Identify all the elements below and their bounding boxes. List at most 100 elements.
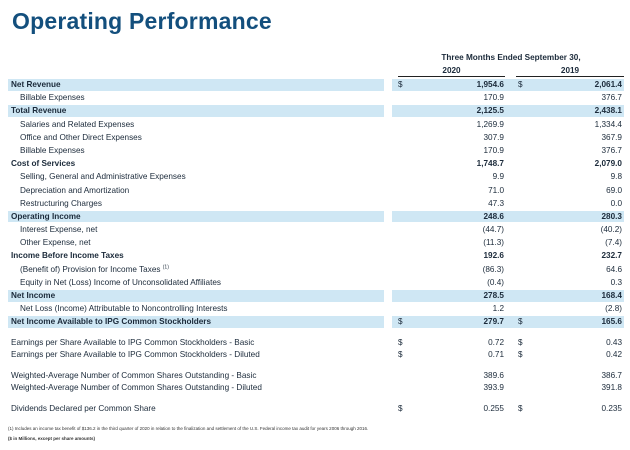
value-2020: 170.9 [483,145,505,155]
row-label: Selling, General and Administrative Expe… [20,172,186,182]
value-2019: (40.2) [600,225,622,235]
row-label: (Benefit of) Provision for Income Taxes … [20,263,169,274]
value-2019: 1,334.4 [594,119,622,129]
table-row: Salaries and Related Expenses 1,269.9 1,… [8,118,624,131]
row-label: Office and Other Direct Expenses [20,132,142,142]
value-2019: 165.6 [601,317,623,327]
value-2020: 192.6 [483,251,505,261]
value-2020: 47.3 [488,198,504,208]
value-2020: (44.7) [482,225,504,235]
row-label: Cost of Services [11,159,76,169]
row-label: Net Revenue [11,80,61,89]
value-2019: 64.6 [606,264,622,274]
value-2019: 0.3 [610,277,622,287]
table-row: Net Revenue $ 1,954.6 $ 2,061.4 [8,78,624,91]
row-label: Depreciation and Amortization [20,185,130,195]
value-2020: 307.9 [483,132,505,142]
table-row: Net Loss (Income) Attributable to Noncon… [8,302,624,315]
currency-symbol: $ [398,337,403,347]
value-2019: 391.8 [601,383,623,393]
table-row: Weighted-Average Number of Common Shares… [8,370,624,383]
table-row: Dividends Declared per Common Share $ 0.… [8,403,624,416]
page-title: Operating Performance [12,8,272,34]
value-2020: 393.9 [483,383,505,393]
row-label: Net Income Available to IPG Common Stock… [11,317,212,327]
value-2020: 0.71 [488,350,504,360]
value-2019: 0.0 [610,198,622,208]
currency-symbol: $ [398,317,403,327]
value-2020: 1.2 [492,304,504,314]
value-2020: (11.3) [483,238,504,248]
value-2020: 2,125.5 [476,106,504,116]
value-2020: 9.9 [492,172,504,182]
value-2019: 280.3 [601,211,623,221]
table-row: Restructuring Charges 47.3 0.0 [8,197,624,210]
row-label: Equity in Net (Loss) Income of Unconsoli… [20,277,222,287]
value-2019: 0.235 [601,403,623,413]
table-row: Earnings per Share Available to IPG Comm… [8,337,624,350]
value-2020: (86.3) [482,264,504,274]
currency-symbol: $ [398,350,403,360]
currency-symbol: $ [398,403,403,413]
table-row: Other Expense, net (11.3) (7.4) [8,236,624,249]
row-label: Dividends Declared per Common Share [11,403,156,413]
value-2019: 2,438.1 [594,106,622,116]
value-2020: (0.4) [487,277,504,287]
row-label: Weighted-Average Number of Common Shares… [11,383,262,393]
row-label: Net Loss (Income) Attributable to Noncon… [20,304,228,314]
table-row: Total Revenue 2,125.5 2,438.1 [8,104,624,117]
row-label: Interest Expense, net [20,225,98,235]
row-label: Net Income [11,291,56,300]
value-2020: 1,954.6 [476,80,504,89]
table-row: Operating Income 248.6 280.3 [8,210,624,223]
table-row: Interest Expense, net (44.7) (40.2) [8,223,624,236]
table-row: Weighted-Average Number of Common Shares… [8,382,624,395]
table-row: Selling, General and Administrative Expe… [8,170,624,183]
table-row: Net Income Available to IPG Common Stock… [8,315,624,328]
table-row: Income Before Income Taxes 192.6 232.7 [8,249,624,262]
value-2019: 0.43 [606,337,622,347]
currency-symbol: $ [398,80,403,89]
value-2019: 376.7 [601,145,623,155]
value-2019: 367.9 [601,132,623,142]
row-label: Earnings per Share Available to IPG Comm… [11,337,255,347]
table-row: (Benefit of) Provision for Income Taxes … [8,263,624,276]
value-2019: (2.8) [605,304,622,314]
value-2019: 69.0 [606,185,622,195]
row-label: Income Before Income Taxes [11,251,124,261]
year-header-2020: 2020 [398,66,505,77]
currency-symbol: $ [518,317,523,327]
row-label: Weighted-Average Number of Common Shares… [11,370,257,380]
row-label: Billable Expenses [20,93,85,103]
table-row: Cost of Services 1,748.7 2,079.0 [8,157,624,170]
footnote-marker: (1) [162,263,169,270]
currency-symbol: $ [518,350,523,360]
year-header-2019: 2019 [516,66,624,77]
table-row: Earnings per Share Available to IPG Comm… [8,349,624,362]
value-2020: 278.5 [483,291,505,300]
value-2020: 0.72 [488,337,504,347]
value-2020: 389.6 [483,370,505,380]
row-label: Other Expense, net [20,238,91,248]
table-row: Billable Expenses 170.9 376.7 [8,91,624,104]
row-label: Billable Expenses [20,145,85,155]
value-2019: 168.4 [601,291,623,300]
value-2020: 248.6 [483,211,505,221]
value-2020: 1,269.9 [476,119,504,129]
value-2019: 2,061.4 [594,80,622,89]
row-label: Restructuring Charges [20,198,102,208]
table-row: Net Income 278.5 168.4 [8,289,624,302]
value-2020: 279.7 [483,317,505,327]
row-label: Operating Income [11,211,81,221]
value-2020: 71.0 [488,185,504,195]
value-2019: 232.7 [601,251,623,261]
value-2019: 0.42 [606,350,622,360]
period-header: Three Months Ended September 30, [441,53,581,62]
units-note: ($ in Millions, except per share amounts… [8,436,96,441]
currency-symbol: $ [518,403,523,413]
value-2019: 2,079.0 [594,159,622,169]
income-statement-table: Net Revenue $ 1,954.6 $ 2,061.4 Billable… [8,78,624,415]
table-row: Equity in Net (Loss) Income of Unconsoli… [8,276,624,289]
row-label: Total Revenue [11,106,67,116]
value-2019: (7.4) [605,238,622,248]
